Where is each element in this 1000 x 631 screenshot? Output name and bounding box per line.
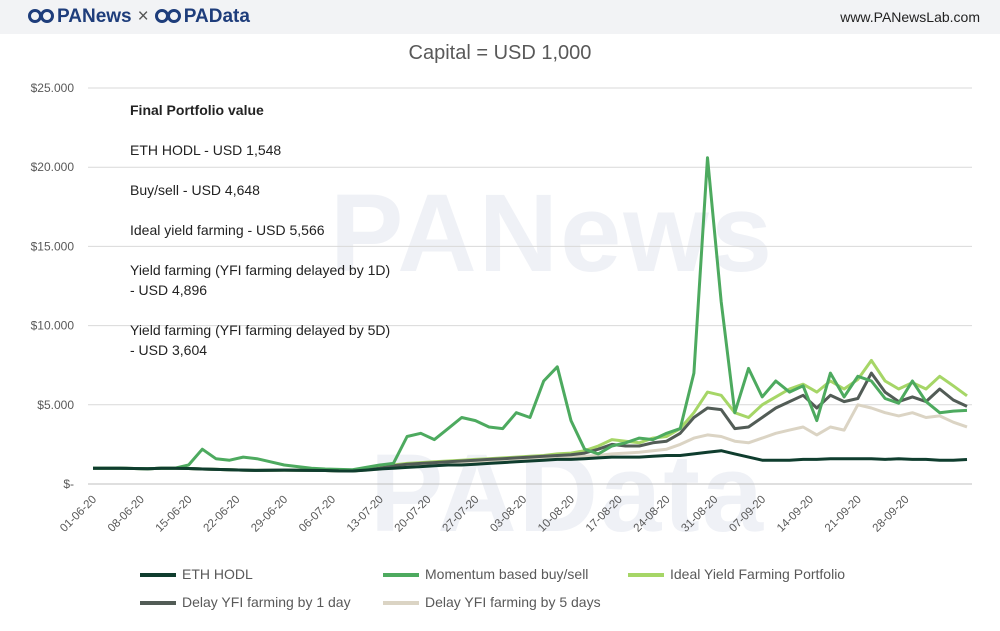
legend-swatch <box>140 573 176 578</box>
legend-swatch <box>140 601 176 606</box>
y-tick-label: $5.000 <box>37 398 74 412</box>
annotation-eth-hodl: ETH HODL - USD 1,548 <box>130 142 282 158</box>
x-tick-label: 27-07-20 <box>440 494 481 535</box>
padata-logo-icon <box>154 9 181 23</box>
x-tick-label: 20-07-20 <box>393 494 434 535</box>
x-tick-label: 17-08-20 <box>584 494 625 535</box>
annotation-delay-5d: Yield farming (YFI farming delayed by 5D… <box>130 322 391 338</box>
legend-ideal-yield: Ideal Yield Farming Portfolio <box>628 566 845 582</box>
x-tick-label: 29-06-20 <box>249 494 290 535</box>
x-tick-label: 13-07-20 <box>345 494 386 535</box>
legend-eth-hodl: ETH HODL <box>140 566 253 582</box>
header-bar: PANews × PAData www.PANewsLab.com <box>0 0 1000 34</box>
watermark-panews: PANews <box>330 172 774 295</box>
site-url: www.PANewsLab.com <box>840 9 980 25</box>
x-tick-label: 15-06-20 <box>154 494 195 535</box>
annotation-heading: Final Portfolio value <box>130 102 264 118</box>
y-tick-label: $15.000 <box>31 239 75 253</box>
x-tick-label: 03-08-20 <box>488 494 529 535</box>
x-tick-label: 28-09-20 <box>871 494 912 535</box>
x-axis-ticks: 01-06-20 08-06-20 15-06-20 22-06-20 29-06-20… <box>58 494 912 535</box>
series-line-0 <box>93 449 968 473</box>
x-tick-label: 01-06-20 <box>58 494 99 535</box>
x-tick-label: 31-08-20 <box>679 494 720 535</box>
legend-label: Ideal Yield Farming Portfolio <box>670 566 846 582</box>
legend-swatch <box>383 573 419 578</box>
legend-delay-5d: Delay YFI farming by 5 days <box>383 594 601 610</box>
y-tick-label: $10.000 <box>31 319 75 333</box>
brand-right: PAData <box>183 6 250 27</box>
legend-momentum: Momentum based buy/sell <box>383 566 588 582</box>
annotation-delay-1d-value: - USD 4,896 <box>130 282 208 298</box>
annotation-buy-sell: Buy/sell - USD 4,648 <box>130 182 260 198</box>
chart-title: Capital = USD 1,000 <box>408 42 592 64</box>
legend-label: Momentum based buy/sell <box>425 566 589 582</box>
legend-swatch <box>628 573 664 578</box>
legend-label: Delay YFI farming by 5 days <box>425 594 601 610</box>
brand-left: PANews <box>57 6 132 27</box>
y-axis-ticks: $- $5.000 $10.000 $15.000 $20.000 $25.000 <box>31 81 75 491</box>
series-line-1 <box>93 156 968 472</box>
legend-delay-1d: Delay YFI farming by 1 day <box>140 594 351 610</box>
annotation-delay-1d: Yield farming (YFI farming delayed by 1D… <box>130 262 391 278</box>
x-tick-label: 22-06-20 <box>201 494 242 535</box>
x-tick-label: 07-09-20 <box>727 494 768 535</box>
y-tick-label: $20.000 <box>31 160 75 174</box>
legend-label: ETH HODL <box>182 566 253 582</box>
x-tick-label: 14-09-20 <box>775 494 816 535</box>
series-lines <box>93 156 968 473</box>
x-tick-label: 10-08-20 <box>536 494 577 535</box>
x-tick-label: 24-08-20 <box>632 494 673 535</box>
brand-separator: × <box>137 6 149 27</box>
x-tick-label: 06-07-20 <box>297 494 338 535</box>
annotation-ideal-yield: Ideal yield farming - USD 5,566 <box>130 222 325 238</box>
y-tick-label: $25.000 <box>31 81 75 95</box>
series-line-3 <box>93 371 968 473</box>
x-tick-label: 21-09-20 <box>823 494 864 535</box>
y-tick-label: $- <box>63 477 74 491</box>
grid-lines <box>88 87 972 485</box>
legend-swatch <box>383 601 419 606</box>
panews-logo-icon <box>28 9 54 23</box>
brand-logo: PANews × PAData <box>28 6 250 28</box>
x-tick-label: 08-06-20 <box>106 494 147 535</box>
annotation-delay-5d-value: - USD 3,604 <box>130 342 208 358</box>
legend-label: Delay YFI farming by 1 day <box>182 594 351 610</box>
